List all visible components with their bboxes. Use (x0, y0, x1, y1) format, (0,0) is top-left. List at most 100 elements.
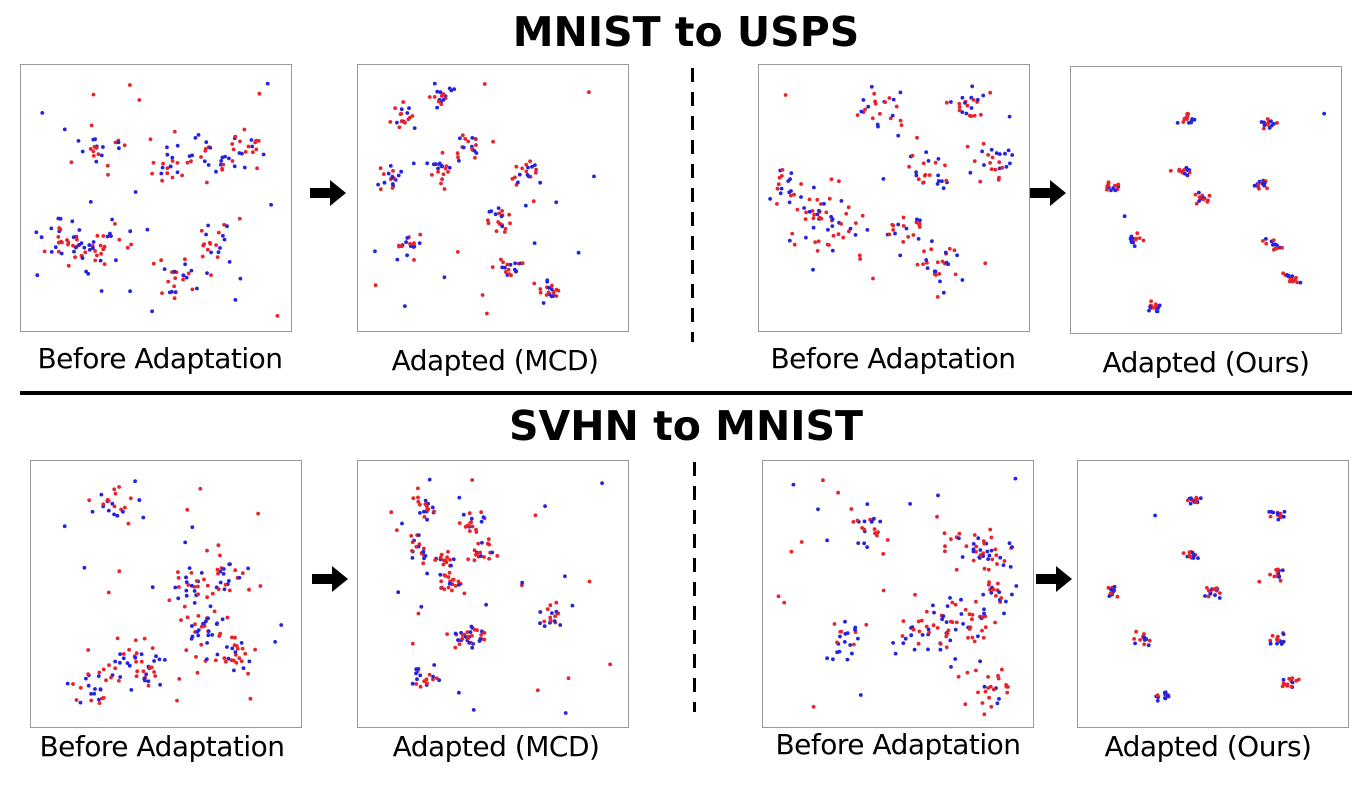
source-point (520, 166, 525, 171)
source-point (956, 674, 961, 679)
target-point (970, 84, 975, 89)
target-point (1001, 563, 1006, 567)
target-point (373, 249, 377, 254)
source-point (907, 164, 911, 169)
source-point (1287, 676, 1292, 681)
target-point (414, 671, 418, 676)
target-point (1132, 244, 1137, 249)
source-point (495, 554, 500, 558)
source-point (544, 293, 549, 297)
target-point (472, 148, 477, 153)
target-point (436, 166, 440, 171)
source-point (885, 538, 890, 542)
target-point (914, 217, 919, 222)
target-point (1010, 545, 1014, 549)
target-point (425, 571, 429, 576)
source-point (410, 548, 414, 553)
target-point (986, 557, 990, 561)
target-point (932, 269, 937, 274)
source-point (1295, 280, 1299, 285)
source-point (153, 674, 158, 678)
source-point (835, 640, 839, 645)
source-point (1181, 120, 1186, 124)
source-point (989, 704, 994, 709)
target-point (221, 572, 226, 576)
source-point (1285, 682, 1290, 687)
target-point (985, 549, 990, 554)
source-point (1278, 511, 1283, 516)
source-point (205, 180, 209, 185)
source-point (58, 227, 63, 232)
source-point (246, 144, 251, 149)
source-point (179, 618, 183, 622)
source-point (888, 116, 893, 121)
source-point (532, 281, 537, 286)
source-point (170, 175, 175, 180)
source-point (978, 553, 983, 557)
source-point (819, 202, 823, 206)
source-point (952, 248, 957, 253)
target-point (246, 566, 251, 571)
target-point (412, 126, 417, 130)
source-point (148, 137, 153, 142)
source-point (915, 262, 920, 267)
target-point (786, 179, 791, 183)
source-point (921, 180, 926, 185)
source-point (453, 584, 458, 588)
source-point (223, 659, 228, 664)
target-point (205, 641, 210, 645)
source-point (225, 615, 230, 620)
target-point (802, 206, 806, 210)
target-point (461, 512, 466, 517)
target-point (233, 298, 238, 302)
dashed-separator-top (691, 68, 694, 342)
source-point (189, 571, 194, 575)
source-point (104, 678, 108, 683)
target-point (549, 287, 554, 291)
source-point (906, 235, 911, 239)
source-point (1004, 684, 1009, 689)
source-point (790, 231, 795, 236)
target-point (228, 562, 232, 567)
target-point (440, 164, 444, 169)
source-point (990, 155, 995, 160)
source-point (460, 633, 465, 637)
source-point (152, 670, 156, 674)
target-point (938, 647, 943, 652)
target-point (453, 631, 458, 636)
source-point (123, 505, 127, 510)
source-point (446, 575, 451, 579)
target-point (1007, 541, 1012, 546)
source-point (972, 639, 977, 644)
target-point (949, 100, 953, 104)
source-point (430, 173, 434, 177)
source-point (230, 159, 235, 163)
source-point (964, 544, 969, 549)
source-point (246, 671, 251, 676)
source-point (1177, 168, 1182, 173)
target-point (250, 144, 255, 149)
source-point (412, 258, 416, 262)
target-point (187, 566, 192, 570)
source-point (1142, 642, 1147, 647)
source-point (91, 92, 96, 97)
target-point (961, 622, 965, 626)
source-point (775, 202, 779, 206)
source-point (1268, 572, 1272, 577)
target-point (133, 190, 138, 194)
source-point (93, 249, 97, 253)
target-point (273, 640, 277, 644)
target-point (842, 640, 847, 644)
source-point (175, 698, 179, 703)
target-point (869, 84, 874, 89)
source-point (486, 221, 491, 226)
source-point (466, 557, 471, 562)
target-point (981, 93, 986, 98)
source-point (66, 263, 71, 268)
source-point (935, 295, 940, 299)
source-point (974, 544, 979, 549)
target-point (1003, 151, 1007, 156)
source-point (782, 600, 787, 605)
target-point (861, 98, 866, 102)
source-point (542, 619, 547, 624)
